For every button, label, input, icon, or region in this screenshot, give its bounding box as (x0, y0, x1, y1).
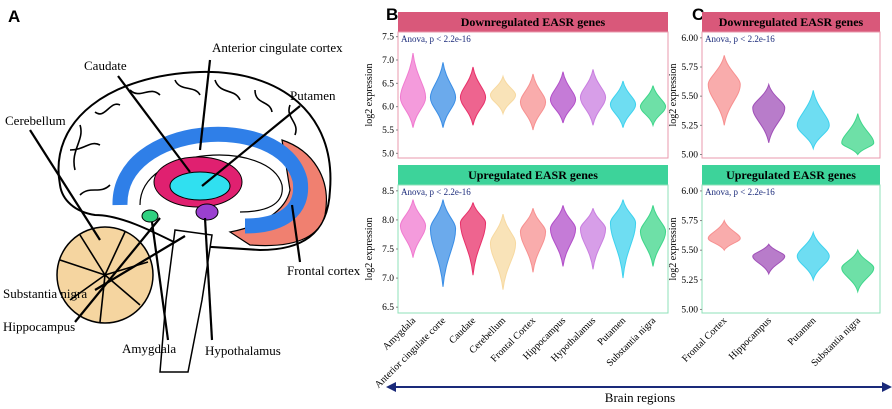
y-tick-label: 6.0 (382, 103, 394, 113)
violin (707, 219, 741, 252)
y-tick-label: 6.00 (681, 187, 698, 197)
plot-frame (397, 31, 669, 159)
violin (796, 230, 830, 282)
violin (459, 202, 487, 276)
annotation: Anova, p < 2.2e-16 (705, 34, 775, 44)
annotation: Anova, p < 2.2e-16 (705, 187, 775, 197)
violin (489, 74, 517, 116)
y-tick-label: 5.75 (681, 217, 698, 227)
violin (752, 82, 786, 143)
y-tick-label: 5.00 (681, 151, 698, 161)
y-tick-label: 7.5 (382, 33, 394, 43)
violin (399, 199, 427, 258)
diagram-label: Frontal cortex (287, 263, 361, 278)
violin (429, 62, 457, 128)
y-axis-title: log2 expression (668, 63, 679, 126)
title-strip (398, 12, 668, 32)
diagram-label: Hypothalamus (205, 343, 281, 358)
panel-letter: B (386, 5, 398, 24)
violin (609, 199, 637, 279)
chart-title: Upregulated EASR genes (468, 168, 598, 182)
violin (639, 205, 667, 267)
panel-letter: C (692, 5, 704, 24)
violin (707, 55, 741, 126)
title-strip (398, 165, 668, 185)
x-tick-label: Hippocampus (727, 315, 774, 362)
violin (519, 208, 547, 273)
y-tick-label: 5.25 (681, 121, 698, 131)
violin (609, 80, 637, 128)
y-tick-label: 6.5 (382, 303, 394, 313)
brain-diagram (29, 59, 332, 373)
y-tick-label: 6.00 (681, 34, 698, 44)
plot-frame (701, 184, 881, 314)
x-tick-label: Putamen (786, 315, 819, 348)
title-strip (702, 165, 880, 185)
diagram-label: Amygdala (122, 341, 176, 356)
y-axis-title: log2 expression (668, 217, 679, 280)
diagram-label: Caudate (84, 58, 127, 73)
y-tick-label: 5.50 (681, 246, 698, 256)
diagram-label: Substantia nigra (3, 286, 87, 301)
diagram-label: Cerebellum (5, 113, 66, 128)
chart-title: Downregulated EASR genes (461, 15, 606, 29)
violin (429, 199, 457, 287)
violin (519, 73, 547, 131)
y-tick-label: 8.5 (382, 187, 394, 197)
violin (579, 69, 607, 126)
chart-title: Upregulated EASR genes (726, 168, 856, 182)
title-strip (702, 12, 880, 32)
y-tick-label: 7.0 (382, 56, 394, 66)
violin (399, 52, 427, 128)
y-tick-label: 7.0 (382, 274, 394, 284)
diagram-label: Anterior cingulate cortex (212, 40, 343, 55)
y-tick-label: 5.25 (681, 276, 698, 286)
annotation: Anova, p < 2.2e-16 (401, 187, 471, 197)
violin (841, 248, 875, 294)
annotation: Anova, p < 2.2e-16 (401, 34, 471, 44)
x-tick-label: Frontal Cortex (680, 315, 729, 364)
violin (459, 66, 487, 126)
violin (752, 243, 786, 276)
y-tick-label: 5.75 (681, 63, 698, 73)
y-tick-label: 5.0 (382, 149, 394, 159)
y-tick-label: 5.00 (681, 305, 698, 315)
violin (549, 205, 577, 267)
violin (639, 85, 667, 128)
panel-letter: A (8, 7, 20, 26)
violin (796, 90, 830, 151)
plot-frame (701, 31, 881, 159)
chart-title: Downregulated EASR genes (719, 15, 864, 29)
diagram-label: Putamen (290, 88, 336, 103)
diagram-label: Hippocampus (3, 319, 75, 334)
violin (579, 208, 607, 270)
y-tick-label: 5.50 (681, 92, 698, 102)
y-tick-label: 7.5 (382, 245, 394, 255)
x-axis-title: Brain regions (605, 390, 675, 405)
y-axis-title: log2 expression (364, 63, 375, 126)
y-axis-title: log2 expression (364, 217, 375, 280)
violin (841, 113, 875, 156)
y-tick-label: 8.0 (382, 216, 394, 226)
violin (489, 214, 517, 290)
y-tick-label: 6.5 (382, 79, 394, 89)
violin (549, 71, 577, 124)
y-tick-label: 5.5 (382, 126, 394, 136)
